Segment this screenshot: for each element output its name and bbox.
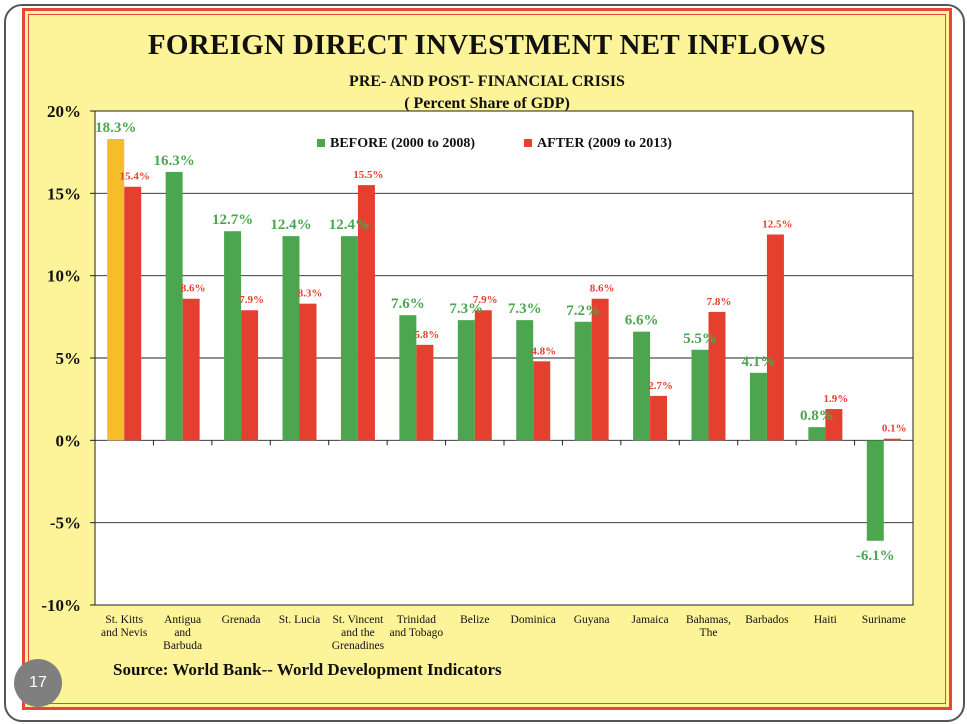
bar-after — [708, 311, 726, 441]
bar-before — [224, 231, 242, 441]
data-label-after: 15.5% — [353, 169, 383, 181]
chart-units-subtitle: ( Percent Share of GDP) — [404, 95, 570, 112]
category-label: Barbuda — [163, 640, 202, 652]
y-tick-label: 5% — [56, 349, 82, 368]
source-note: Source: World Bank-- World Development I… — [113, 660, 502, 679]
chart-subtitle: PRE- AND POST- FINANCIAL CRISIS — [349, 73, 625, 90]
category-label: Dominica — [511, 614, 556, 626]
data-label-after: 8.6% — [181, 283, 206, 295]
data-label-after: 15.4% — [120, 171, 150, 183]
category-label: The — [700, 627, 718, 639]
bar-before — [516, 320, 534, 441]
category-label: and Tobago — [390, 627, 444, 639]
bar-after — [182, 298, 200, 441]
bar-after — [416, 344, 434, 441]
bar-before — [749, 372, 767, 441]
bar-after — [474, 310, 492, 441]
data-label-before: -6.1% — [856, 548, 895, 564]
bar-before — [457, 320, 475, 441]
data-label-before: 5.5% — [683, 331, 717, 347]
bar-before — [282, 236, 300, 441]
category-label: St. Lucia — [279, 614, 321, 626]
data-label-before: 7.3% — [508, 301, 542, 317]
data-label-before: 16.3% — [154, 153, 195, 169]
category-label: St. Kitts — [105, 614, 143, 626]
bar-after — [357, 185, 375, 441]
bar-after — [533, 361, 551, 441]
category-label: St. Vincent — [332, 614, 384, 626]
data-label-after: 4.8% — [531, 345, 556, 357]
bar-before — [399, 315, 417, 441]
y-tick-label: -5% — [50, 514, 81, 533]
data-label-after: 1.9% — [823, 393, 848, 405]
legend-label-after: AFTER (2009 to 2013) — [537, 136, 672, 151]
page-number-badge: 17 — [14, 659, 62, 707]
bar-before — [340, 236, 358, 441]
y-tick-label: -10% — [41, 596, 81, 615]
bar-after — [124, 186, 142, 441]
category-label: and Nevis — [101, 627, 148, 639]
legend-swatch-after — [524, 139, 532, 147]
y-tick-label: 0% — [56, 431, 82, 450]
legend-swatch-before — [317, 139, 325, 147]
chart-title: FOREIGN DIRECT INVESTMENT NET INFLOWS — [147, 29, 827, 61]
data-label-after: 7.9% — [239, 294, 264, 306]
category-label: Suriname — [862, 614, 906, 626]
category-label: Belize — [460, 614, 489, 626]
bar-after — [650, 395, 668, 441]
bar-after — [591, 298, 609, 441]
category-label: Haiti — [814, 614, 837, 626]
category-label: Grenadines — [332, 640, 385, 652]
bar-after — [825, 409, 843, 441]
data-label-after: 8.3% — [298, 288, 323, 300]
y-tick-label: 15% — [47, 184, 81, 203]
data-label-after: 2.7% — [648, 380, 673, 392]
bar-before — [574, 321, 592, 441]
legend-label-before: BEFORE (2000 to 2008) — [330, 136, 475, 151]
bar-after — [766, 234, 784, 441]
data-label-after: 7.8% — [707, 296, 732, 308]
data-label-after: 8.6% — [590, 283, 615, 295]
category-label: Guyana — [574, 614, 610, 626]
data-label-before: 12.4% — [329, 217, 370, 233]
data-label-before: 7.2% — [566, 303, 600, 319]
bar-before — [691, 349, 709, 441]
category-label: Antigua — [164, 614, 201, 626]
category-label: and the — [341, 627, 375, 639]
data-label-after: 5.8% — [414, 329, 439, 341]
bar-after — [241, 310, 259, 441]
data-label-before: 12.7% — [212, 212, 253, 228]
data-label-after: 0.1% — [882, 423, 907, 435]
bar-before — [808, 427, 826, 441]
bar-before — [165, 171, 183, 441]
data-label-before: 7.6% — [391, 296, 425, 312]
bar-before — [107, 138, 125, 441]
y-tick-label: 10% — [47, 267, 81, 286]
category-label: Trinidad — [397, 614, 436, 626]
data-label-before: 7.3% — [449, 301, 483, 317]
bar-after — [883, 438, 901, 441]
category-label: and — [174, 627, 191, 639]
bar-before — [866, 440, 884, 541]
category-label: Bahamas, — [686, 614, 731, 626]
data-label-after: 7.9% — [473, 294, 498, 306]
category-label: Grenada — [222, 614, 261, 626]
y-tick-label: 20% — [47, 102, 81, 121]
data-label-after: 12.5% — [762, 219, 792, 231]
data-label-before: 12.4% — [270, 217, 311, 233]
bar-before — [633, 331, 651, 441]
category-label: Barbados — [745, 614, 789, 626]
bar-after — [299, 303, 317, 441]
data-label-before: 0.8% — [800, 408, 834, 424]
data-label-before: 4.1% — [742, 354, 776, 370]
data-label-before: 18.3% — [95, 120, 136, 136]
data-label-before: 6.6% — [625, 313, 659, 329]
category-label: Jamaica — [632, 614, 669, 626]
